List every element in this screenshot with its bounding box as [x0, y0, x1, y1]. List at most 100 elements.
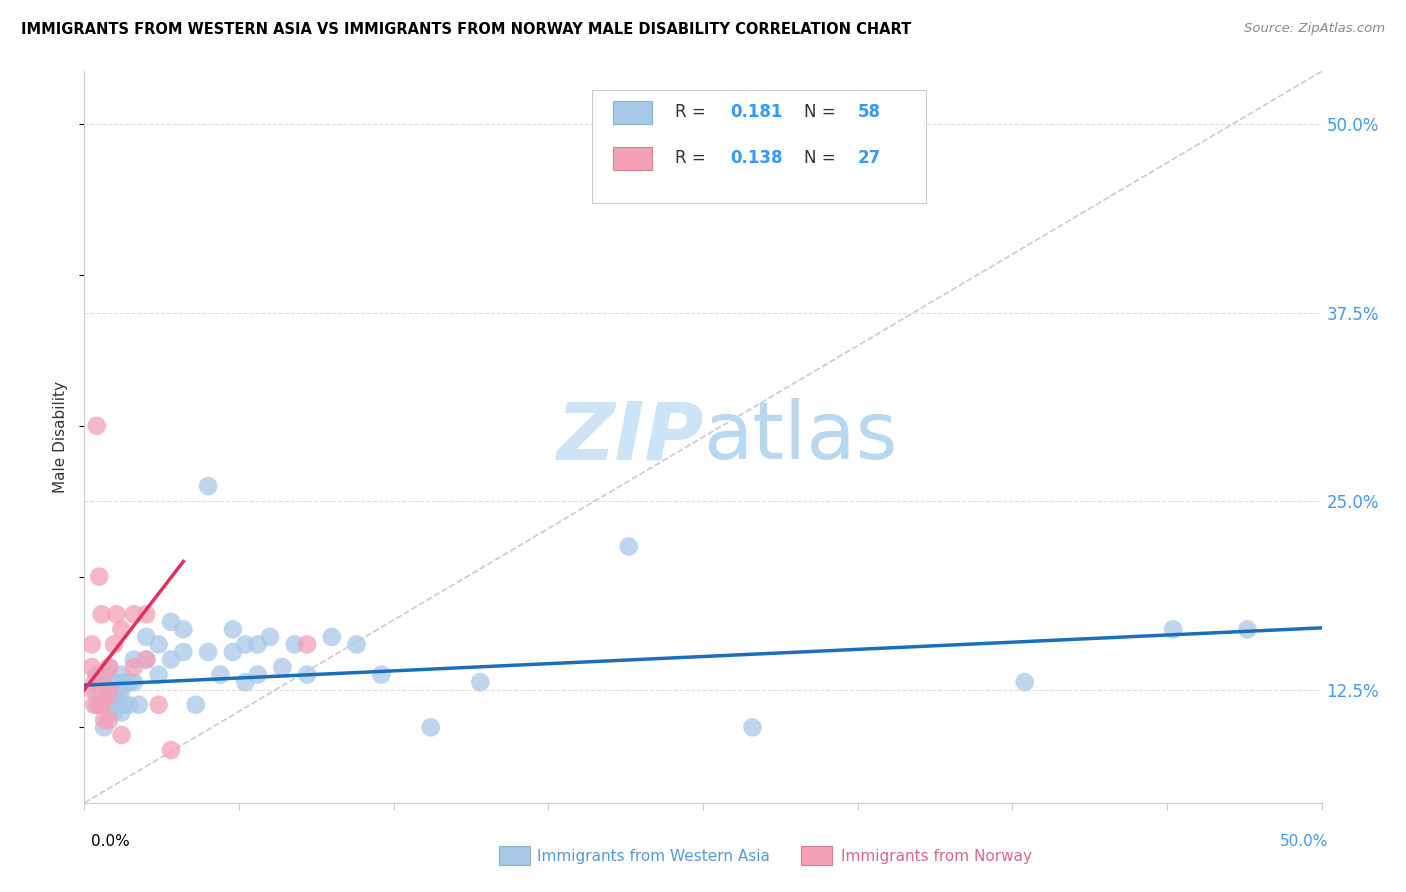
- Text: N =: N =: [804, 149, 841, 168]
- Point: [80, 682, 103, 697]
- Text: atlas: atlas: [703, 398, 897, 476]
- Point: [96, 667, 118, 681]
- Point: [148, 637, 170, 651]
- Point: [103, 637, 125, 651]
- Point: [103, 675, 125, 690]
- Point: [98, 698, 121, 712]
- Point: [96, 682, 118, 697]
- Point: [90, 607, 112, 622]
- Point: [222, 623, 245, 637]
- Text: 58: 58: [858, 103, 880, 121]
- Point: [122, 607, 145, 622]
- Point: [122, 652, 145, 666]
- Point: [1014, 675, 1036, 690]
- Text: R =: R =: [675, 149, 710, 168]
- Point: [89, 569, 111, 583]
- Point: [110, 728, 132, 742]
- Point: [741, 720, 763, 734]
- Point: [83, 698, 105, 712]
- Point: [110, 682, 132, 697]
- Point: [246, 637, 269, 651]
- Point: [160, 615, 183, 629]
- Text: Immigrants from Western Asia: Immigrants from Western Asia: [537, 849, 770, 863]
- Point: [284, 637, 307, 651]
- Point: [98, 682, 121, 697]
- Point: [112, 698, 135, 712]
- Point: [135, 652, 157, 666]
- Point: [98, 660, 121, 674]
- Point: [295, 637, 318, 651]
- Point: [135, 607, 157, 622]
- Point: [470, 675, 492, 690]
- Text: 27: 27: [858, 149, 882, 168]
- Point: [148, 698, 170, 712]
- Point: [172, 623, 194, 637]
- Point: [419, 720, 441, 734]
- Point: [233, 637, 256, 651]
- Bar: [613, 101, 652, 124]
- Point: [295, 667, 318, 681]
- Point: [93, 713, 115, 727]
- Text: 0.0%: 0.0%: [91, 834, 131, 849]
- Point: [118, 675, 141, 690]
- Point: [160, 652, 183, 666]
- Bar: [613, 146, 652, 170]
- Point: [370, 667, 392, 681]
- Point: [105, 607, 128, 622]
- Point: [135, 652, 157, 666]
- Point: [135, 630, 157, 644]
- Text: IMMIGRANTS FROM WESTERN ASIA VS IMMIGRANTS FROM NORWAY MALE DISABILITY CORRELATI: IMMIGRANTS FROM WESTERN ASIA VS IMMIGRAN…: [21, 22, 911, 37]
- Point: [110, 667, 132, 681]
- Text: 0.138: 0.138: [730, 149, 783, 168]
- Text: Source: ZipAtlas.com: Source: ZipAtlas.com: [1244, 22, 1385, 36]
- Point: [122, 675, 145, 690]
- Point: [246, 667, 269, 681]
- Point: [172, 645, 194, 659]
- Point: [160, 743, 183, 757]
- Point: [112, 675, 135, 690]
- Point: [83, 675, 105, 690]
- Text: N =: N =: [804, 103, 841, 121]
- Point: [128, 698, 150, 712]
- Point: [1161, 623, 1184, 637]
- Point: [98, 682, 121, 697]
- Point: [89, 698, 111, 712]
- Point: [108, 682, 131, 697]
- Point: [346, 637, 368, 651]
- Point: [184, 698, 207, 712]
- Point: [98, 660, 121, 674]
- Point: [233, 675, 256, 690]
- Point: [96, 698, 118, 712]
- Point: [110, 623, 132, 637]
- Point: [86, 698, 108, 712]
- Text: ZIP: ZIP: [555, 398, 703, 476]
- Point: [93, 720, 115, 734]
- Point: [222, 645, 245, 659]
- Point: [110, 706, 132, 720]
- Point: [118, 698, 141, 712]
- Point: [80, 637, 103, 651]
- Point: [103, 690, 125, 705]
- FancyBboxPatch shape: [592, 90, 925, 203]
- Point: [122, 660, 145, 674]
- Point: [1236, 623, 1258, 637]
- Text: R =: R =: [675, 103, 710, 121]
- Point: [197, 479, 219, 493]
- Text: 50.0%: 50.0%: [1281, 834, 1329, 849]
- Point: [90, 698, 112, 712]
- Point: [209, 667, 232, 681]
- Text: 0.181: 0.181: [730, 103, 783, 121]
- Point: [103, 706, 125, 720]
- Point: [321, 630, 343, 644]
- Point: [86, 682, 108, 697]
- Point: [105, 698, 128, 712]
- Point: [98, 713, 121, 727]
- Point: [93, 667, 115, 681]
- Point: [86, 667, 108, 681]
- Point: [197, 645, 219, 659]
- Text: Immigrants from Norway: Immigrants from Norway: [841, 849, 1032, 863]
- Point: [271, 660, 294, 674]
- Point: [80, 660, 103, 674]
- Point: [93, 698, 115, 712]
- Point: [86, 418, 108, 433]
